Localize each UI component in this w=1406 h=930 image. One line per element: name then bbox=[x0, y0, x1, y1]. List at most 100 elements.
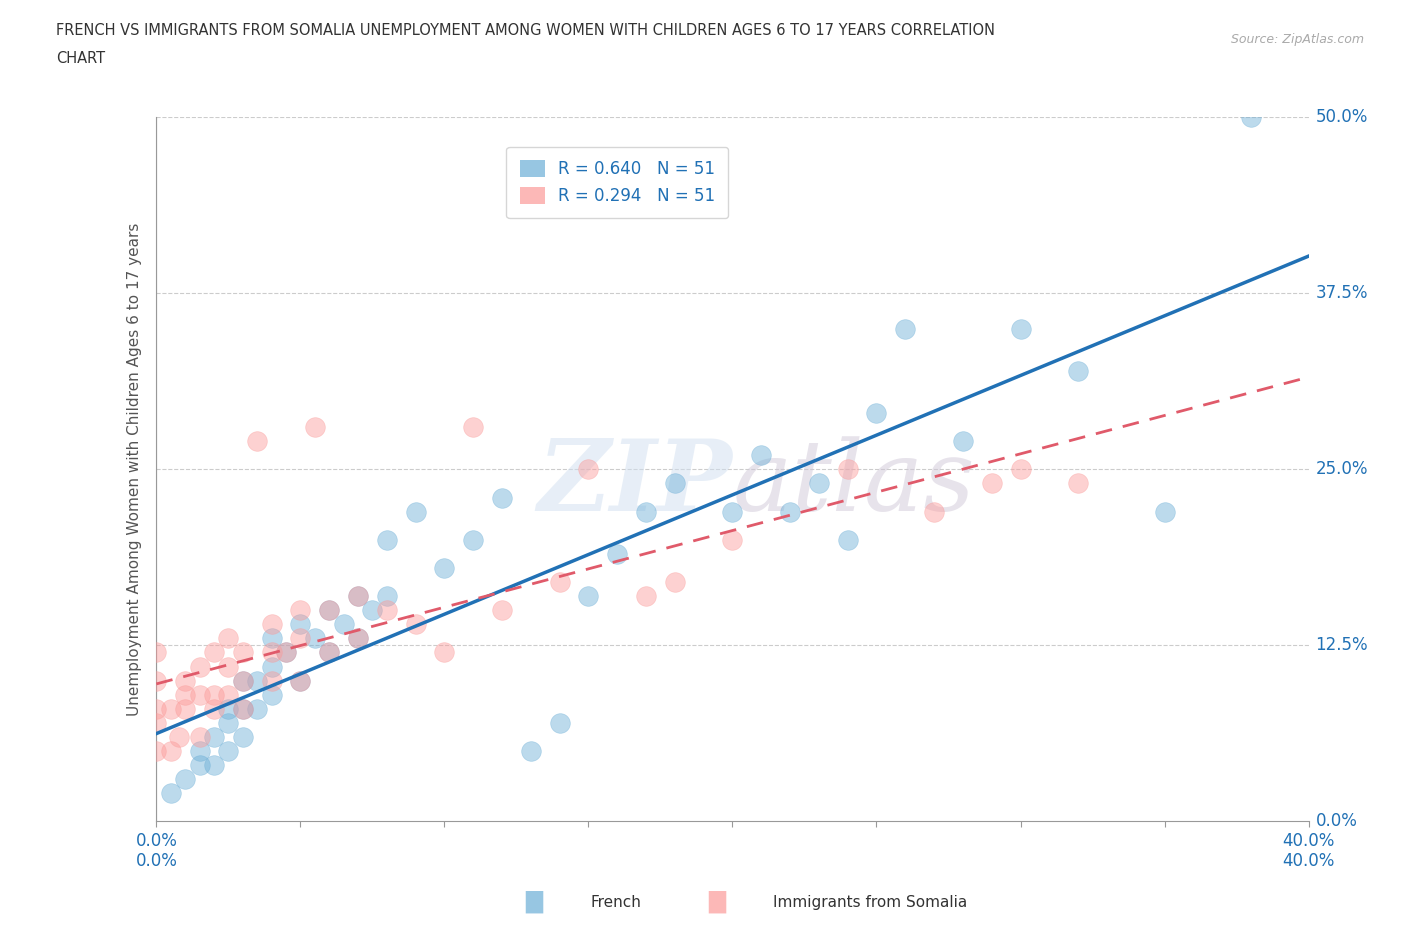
Point bbox=[318, 645, 340, 660]
Point bbox=[145, 744, 167, 759]
Point bbox=[260, 617, 283, 631]
Point bbox=[202, 687, 225, 702]
Point bbox=[202, 701, 225, 716]
Point bbox=[980, 476, 1002, 491]
Text: 40.0%: 40.0% bbox=[1282, 852, 1334, 870]
Point bbox=[318, 603, 340, 618]
Point bbox=[145, 673, 167, 688]
Point bbox=[159, 786, 181, 801]
Point bbox=[174, 772, 197, 787]
Point bbox=[318, 645, 340, 660]
Point bbox=[347, 589, 370, 604]
Point bbox=[246, 673, 269, 688]
Point bbox=[232, 701, 254, 716]
Point bbox=[779, 504, 801, 519]
Point bbox=[217, 631, 239, 645]
Point bbox=[145, 715, 167, 730]
Point bbox=[721, 504, 744, 519]
Point bbox=[347, 631, 370, 645]
Point bbox=[548, 715, 571, 730]
Y-axis label: Unemployment Among Women with Children Ages 6 to 17 years: Unemployment Among Women with Children A… bbox=[128, 222, 142, 716]
Point bbox=[169, 729, 191, 744]
Point bbox=[159, 744, 181, 759]
Point bbox=[260, 687, 283, 702]
Point bbox=[749, 448, 772, 463]
Point bbox=[260, 659, 283, 674]
Point bbox=[578, 589, 600, 604]
Point bbox=[361, 603, 384, 618]
Point bbox=[304, 419, 326, 434]
Point bbox=[375, 532, 398, 547]
Point bbox=[174, 701, 197, 716]
Point bbox=[332, 617, 354, 631]
Point bbox=[232, 701, 254, 716]
Point bbox=[837, 462, 859, 477]
Point bbox=[1067, 476, 1090, 491]
Point bbox=[1240, 110, 1263, 125]
Point bbox=[174, 687, 197, 702]
Point bbox=[1010, 462, 1032, 477]
Point bbox=[174, 673, 197, 688]
Point bbox=[664, 575, 686, 590]
Point bbox=[520, 744, 543, 759]
Point bbox=[260, 631, 283, 645]
Point bbox=[865, 405, 887, 420]
Point bbox=[246, 433, 269, 448]
Text: █: █ bbox=[709, 891, 725, 913]
Point bbox=[405, 617, 427, 631]
Point bbox=[260, 645, 283, 660]
Point bbox=[922, 504, 945, 519]
Text: Source: ZipAtlas.com: Source: ZipAtlas.com bbox=[1230, 33, 1364, 46]
Text: 0.0%: 0.0% bbox=[135, 852, 177, 870]
Text: █: █ bbox=[526, 891, 543, 913]
Point bbox=[1010, 321, 1032, 336]
Point bbox=[375, 603, 398, 618]
Point bbox=[634, 504, 657, 519]
Point bbox=[433, 645, 456, 660]
Point bbox=[318, 603, 340, 618]
Point bbox=[1067, 364, 1090, 379]
Point bbox=[491, 490, 513, 505]
Point bbox=[347, 589, 370, 604]
Point bbox=[807, 476, 830, 491]
Point bbox=[232, 729, 254, 744]
Text: ZIP: ZIP bbox=[537, 435, 733, 532]
Point bbox=[274, 645, 297, 660]
Point bbox=[290, 673, 312, 688]
Point bbox=[290, 603, 312, 618]
Point bbox=[202, 758, 225, 773]
Point bbox=[246, 701, 269, 716]
Point bbox=[232, 645, 254, 660]
Point bbox=[405, 504, 427, 519]
Point bbox=[634, 589, 657, 604]
Point bbox=[290, 673, 312, 688]
Point bbox=[188, 659, 211, 674]
Point bbox=[664, 476, 686, 491]
Point bbox=[304, 631, 326, 645]
Point bbox=[548, 575, 571, 590]
Point bbox=[202, 645, 225, 660]
Point bbox=[375, 589, 398, 604]
Text: French: French bbox=[591, 895, 641, 910]
Point bbox=[217, 701, 239, 716]
Point bbox=[217, 687, 239, 702]
Point bbox=[159, 701, 181, 716]
Point bbox=[217, 744, 239, 759]
Text: Immigrants from Somalia: Immigrants from Somalia bbox=[773, 895, 967, 910]
Text: 50.0%: 50.0% bbox=[1316, 108, 1368, 126]
Point bbox=[463, 532, 485, 547]
Point bbox=[721, 532, 744, 547]
Point bbox=[145, 645, 167, 660]
Point bbox=[188, 687, 211, 702]
Point bbox=[260, 673, 283, 688]
Point bbox=[433, 561, 456, 576]
Point bbox=[202, 729, 225, 744]
Text: 37.5%: 37.5% bbox=[1316, 285, 1368, 302]
Text: CHART: CHART bbox=[56, 51, 105, 66]
Legend: R = 0.640   N = 51, R = 0.294   N = 51: R = 0.640 N = 51, R = 0.294 N = 51 bbox=[506, 147, 728, 219]
Point bbox=[274, 645, 297, 660]
Point bbox=[952, 433, 974, 448]
Point bbox=[837, 532, 859, 547]
Point bbox=[491, 603, 513, 618]
Point bbox=[188, 744, 211, 759]
